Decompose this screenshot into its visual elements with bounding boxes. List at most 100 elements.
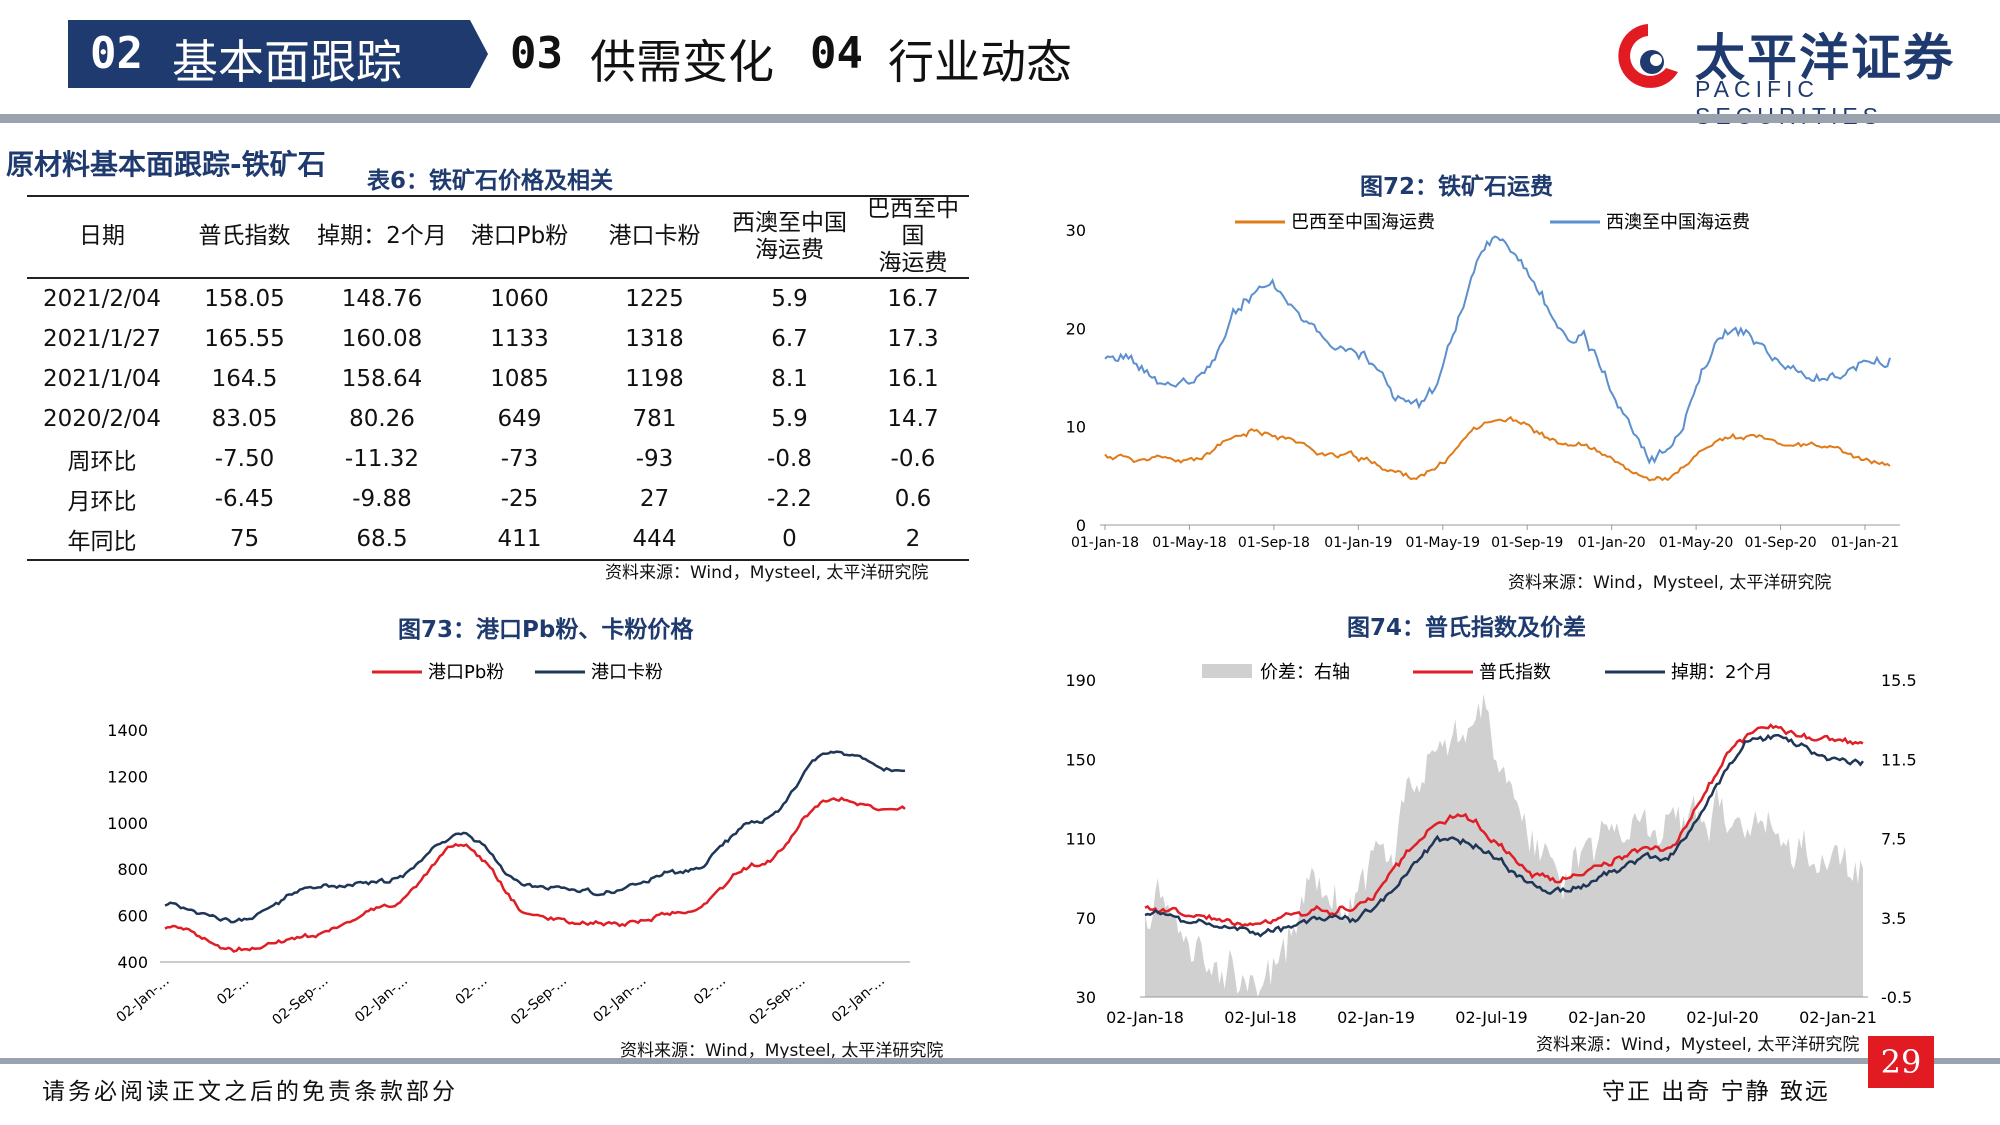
table-cell: 6.7 <box>771 326 808 352</box>
tab-02-number: 02 <box>90 28 143 79</box>
table-cell: 2021/1/27 <box>43 326 161 352</box>
fig74-title: 图74：普氏指数及价差 <box>1347 615 1587 641</box>
y-tick-label: 0 <box>1076 516 1086 535</box>
table-row: 2020/2/04 83.05 80.26 649 781 5.9 14.7 <box>27 399 969 439</box>
tab-04-label[interactable]: 行业动态 <box>888 35 1072 89</box>
table-cell: 2021/1/04 <box>43 366 161 392</box>
table-row: 月环比 -6.45 -9.88 -25 27 -2.2 0.6 <box>27 479 969 519</box>
x-tick-label: 01-Sep-20 <box>1744 535 1816 551</box>
table-cell: 68.5 <box>312 519 452 561</box>
y-tick-label: 30 <box>1076 988 1096 1007</box>
table-row: 年同比 75 68.5 411 444 0 2 <box>27 519 969 561</box>
fig74-source: 资料来源：Wind，Mysteel, 太平洋研究院 <box>1536 1035 1860 1055</box>
disclaimer-text[interactable]: 请务必阅读正文之后的免责条款部分 <box>42 1079 458 1105</box>
x-tick-label: 01-Sep-19 <box>1491 535 1563 551</box>
header-divider <box>0 114 2000 123</box>
table-cell: 83.05 <box>211 406 278 432</box>
y-tick-label: 1000 <box>107 814 148 833</box>
table-title: 表6：铁矿石价格及相关 <box>367 168 614 194</box>
table-header-cell: 西澳至中国 海运费 <box>722 196 857 279</box>
table-row: 2021/1/04 164.5 158.64 1085 1198 8.1 16.1 <box>27 359 969 399</box>
table-header-cell: 巴西至中国 海运费 <box>857 196 969 279</box>
table-header-cell: 掉期：2个月 <box>312 196 452 279</box>
y-tick-label: 800 <box>117 860 148 879</box>
active-section-tab[interactable] <box>68 20 488 88</box>
table-cell: 75 <box>177 519 312 561</box>
table-cell: 411 <box>452 519 587 561</box>
x-tick-label: 02-... <box>214 973 252 1009</box>
section-title: 原材料基本面跟踪-铁矿石 <box>6 148 326 181</box>
table-cell: 8.1 <box>771 366 808 392</box>
table-cell: -93 <box>635 446 674 472</box>
table-cell: -0.8 <box>767 446 812 472</box>
tab-03-label[interactable]: 供需变化 <box>590 35 774 89</box>
series-line-1 <box>1144 723 1864 928</box>
fig73-chart: 400 600 800 1000 1200 1400 02-Jan-... 02-... 02-… <box>107 662 910 1029</box>
table-cell: 5.9 <box>771 406 808 432</box>
table-header-cell: 港口Pb粉 <box>452 196 587 279</box>
series-line-0 <box>1104 415 1891 482</box>
table-cell: 1198 <box>625 366 684 392</box>
table-cell: 27 <box>639 486 670 512</box>
table-row: 周环比 -7.50 -11.32 -73 -93 -0.8 -0.6 <box>27 439 969 479</box>
y2-tick-label: 15.5 <box>1881 671 1917 690</box>
table-cell: 444 <box>587 519 722 561</box>
legend-label: 巴西至中国海运费 <box>1291 212 1435 233</box>
table-cell: 16.1 <box>887 366 939 392</box>
page-number: 29 <box>1868 1036 1934 1088</box>
table-cell: 0.6 <box>894 486 932 512</box>
y-tick-label: 70 <box>1076 909 1096 928</box>
table-header-cell: 普氏指数 <box>177 196 312 279</box>
iron-ore-price-table: 日期 普氏指数 掉期：2个月 港口Pb粉 港口卡粉 西澳至中国 海运费 巴西至中国 海运费 20… <box>27 196 969 561</box>
table-cell: 164.5 <box>211 366 278 392</box>
y2-tick-label: 11.5 <box>1881 750 1917 769</box>
table-cell: 14.7 <box>887 406 939 432</box>
y-tick-label: 30 <box>1066 221 1086 240</box>
table-cell: 649 <box>497 406 542 432</box>
legend-label: 掉期：2个月 <box>1671 662 1772 683</box>
legend-label: 港口Pb粉 <box>428 662 504 683</box>
y-tick-label: 110 <box>1065 830 1096 849</box>
table-header-cell: 日期 <box>27 196 177 279</box>
x-tick-label: 02-Sep-... <box>508 973 570 1029</box>
table-cell: 0 <box>722 519 857 561</box>
y-tick-label: 1400 <box>107 721 148 740</box>
x-tick-label: 01-Jan-20 <box>1578 535 1646 551</box>
x-tick-label: 02-... <box>452 973 490 1009</box>
legend-label: 普氏指数 <box>1479 662 1551 683</box>
y-tick-label: 20 <box>1066 319 1086 338</box>
x-tick-label: 02-Jan-21 <box>1799 1008 1877 1027</box>
series-line-0 <box>164 796 906 953</box>
y-tick-label: 10 <box>1066 418 1086 437</box>
table-cell: 160.08 <box>341 326 423 352</box>
table-cell: 2021/2/04 <box>43 286 161 312</box>
y-tick-label: 400 <box>117 953 148 972</box>
fig73-title: 图73：港口Pb粉、卡粉价格 <box>398 617 694 643</box>
x-tick-label: 02-Jul-19 <box>1455 1008 1527 1027</box>
table-cell: 周环比 <box>67 449 137 475</box>
y2-tick-label: -0.5 <box>1881 988 1912 1007</box>
legend-label: 港口卡粉 <box>591 662 663 683</box>
fig72-source: 资料来源：Wind，Mysteel, 太平洋研究院 <box>1508 573 1832 593</box>
motto-text: 守正 出奇 宁静 致远 <box>1602 1079 1830 1105</box>
table-cell: -73 <box>500 446 539 472</box>
x-tick-label: 02-Jan-... <box>352 973 411 1026</box>
table-cell: 5.9 <box>771 286 808 312</box>
tab-02-label[interactable]: 基本面跟踪 <box>172 35 402 89</box>
x-tick-label: 02-Jan-... <box>590 973 649 1026</box>
x-tick-label: 01-May-18 <box>1152 535 1226 551</box>
y-tick-label: 1200 <box>107 767 148 786</box>
table-cell: 781 <box>632 406 677 432</box>
table-cell: 158.05 <box>204 286 285 312</box>
table-row: 2021/2/04 158.05 148.76 1060 1225 5.9 16.7 <box>27 278 969 319</box>
table-cell: 80.26 <box>349 406 415 432</box>
y-tick-label: 150 <box>1065 750 1096 769</box>
series-line-1 <box>164 750 906 924</box>
x-tick-label: 02-... <box>691 973 729 1009</box>
legend-label: 价差：右轴 <box>1260 662 1350 683</box>
table-cell: 1060 <box>490 286 549 312</box>
tab-04-number: 04 <box>810 28 863 79</box>
x-tick-label: 02-Sep-... <box>746 973 808 1029</box>
table-cell: 1133 <box>490 326 549 352</box>
y2-tick-label: 7.5 <box>1881 830 1906 849</box>
